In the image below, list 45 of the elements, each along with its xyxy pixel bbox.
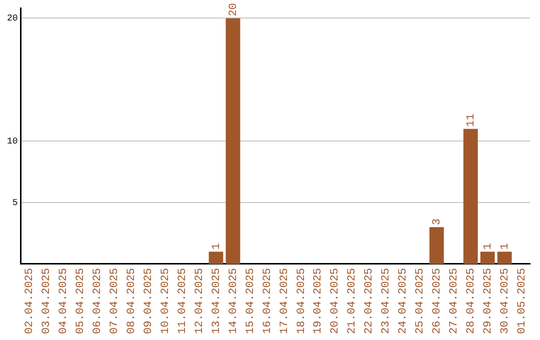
data-label: 11 <box>466 113 478 127</box>
x-tick-label: 10.04.2025 <box>160 268 172 334</box>
x-tick-label: 14.04.2025 <box>228 268 240 334</box>
x-tick-label: 15.04.2025 <box>244 268 257 334</box>
x-tick-label: 20.04.2025 <box>330 268 342 334</box>
x-tick-label: 01.05.2025 <box>516 268 528 334</box>
x-tick-label: 29.04.2025 <box>482 268 494 334</box>
x-tick-label: 05.04.2025 <box>75 268 88 334</box>
x-tick-label: 13.04.2025 <box>210 268 223 334</box>
x-tick-label: 18.04.2025 <box>296 268 308 334</box>
x-tick-label: 04.04.2025 <box>58 268 70 334</box>
bar <box>429 227 444 264</box>
x-tick-label: 02.04.2025 <box>24 268 36 334</box>
y-tick-label: 5 <box>12 198 18 208</box>
x-tick-label: 07.04.2025 <box>109 268 122 334</box>
y-tick-label: 10 <box>6 136 18 146</box>
data-label: 1 <box>482 242 494 250</box>
x-tick-label: 22.04.2025 <box>364 268 376 334</box>
bar <box>463 128 478 264</box>
x-tick-label: 21.04.2025 <box>346 268 359 334</box>
x-tick-label: 12.04.2025 <box>194 268 206 334</box>
bar <box>208 252 224 264</box>
data-label: 1 <box>499 242 512 250</box>
x-tick-label: 06.04.2025 <box>92 268 104 334</box>
data-label: 1 <box>210 242 223 250</box>
x-tick-label: 24.04.2025 <box>398 268 410 334</box>
x-tick-label: 25.04.2025 <box>414 268 427 334</box>
x-tick-label: 26.04.2025 <box>432 268 444 334</box>
x-tick-label: 11.04.2025 <box>176 268 189 334</box>
x-tick-label: 16.04.2025 <box>262 268 274 334</box>
data-label: 3 <box>432 218 444 226</box>
x-tick-label: 03.04.2025 <box>41 268 54 334</box>
x-tick-label: 17.04.2025 <box>278 268 291 334</box>
x-tick-label: 28.04.2025 <box>466 268 478 334</box>
x-tick-label: 23.04.2025 <box>380 268 393 334</box>
x-tick-label: 09.04.2025 <box>143 268 156 334</box>
bar <box>497 252 512 264</box>
data-label: 20 <box>228 3 240 16</box>
y-tick-label: 20 <box>6 14 18 24</box>
x-tick-label: 27.04.2025 <box>448 268 461 334</box>
bar <box>480 252 495 264</box>
bar <box>226 18 240 264</box>
x-tick-label: 08.04.2025 <box>126 268 138 334</box>
x-tick-label: 19.04.2025 <box>312 268 325 334</box>
x-tick-label: 30.04.2025 <box>499 268 512 334</box>
